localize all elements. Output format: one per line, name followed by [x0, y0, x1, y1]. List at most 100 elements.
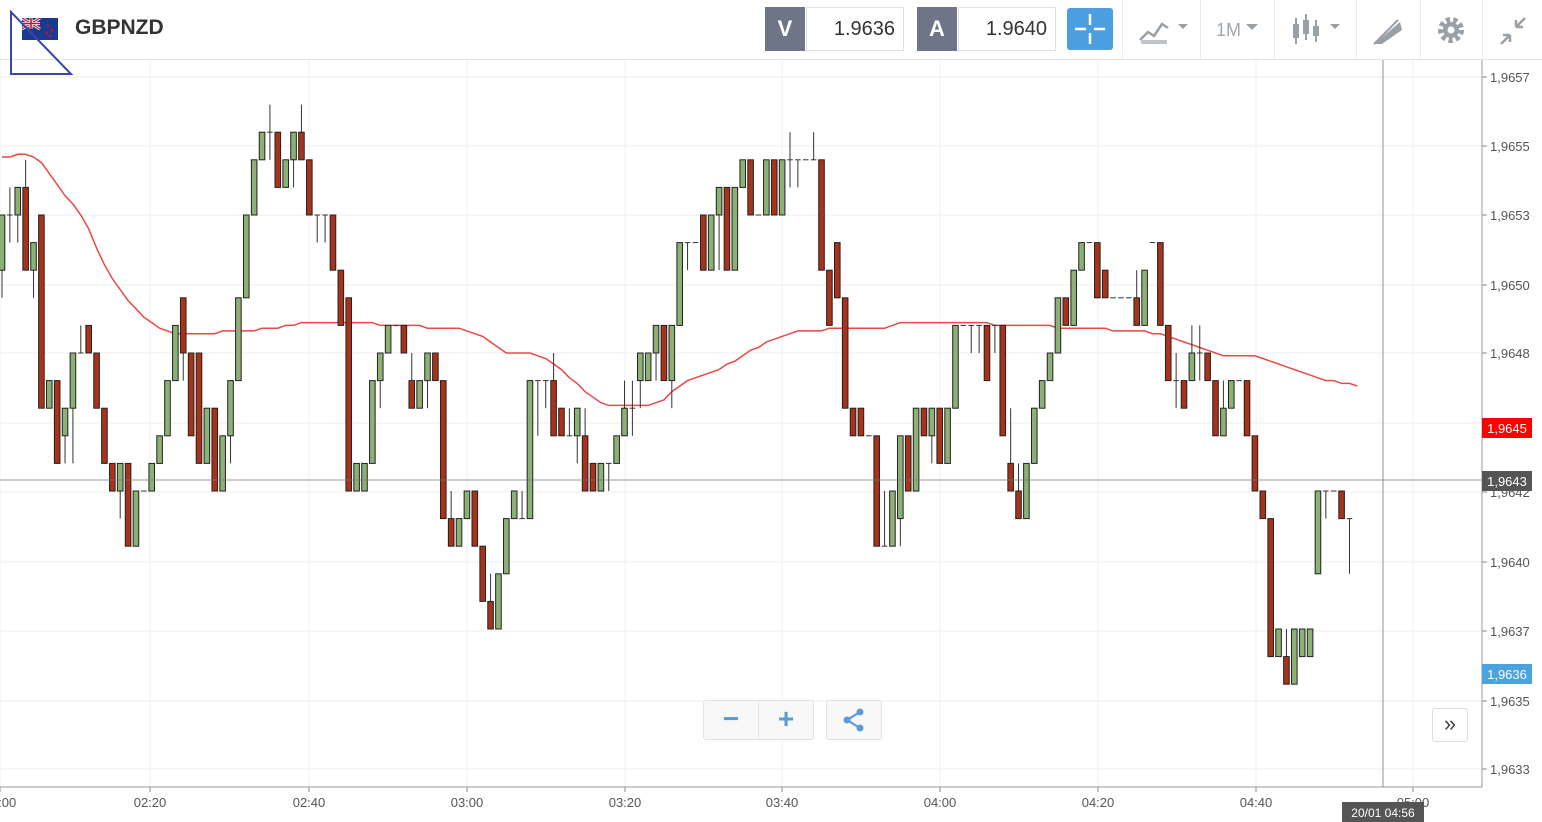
candle-body	[920, 407, 928, 437]
candle	[337, 269, 345, 326]
candle-body	[857, 407, 865, 437]
candle-body	[1023, 462, 1030, 520]
candle	[652, 324, 660, 381]
candle-body	[61, 407, 69, 437]
candle	[849, 407, 857, 437]
candle	[1259, 490, 1267, 520]
moving-average	[2, 153, 1358, 407]
candle-body	[1259, 490, 1267, 520]
candle-body	[1283, 656, 1290, 685]
y-tick-label: 1,9653	[1490, 208, 1530, 223]
candle-body	[1070, 269, 1077, 326]
candle	[479, 545, 486, 602]
candle	[526, 380, 534, 520]
candlestick-icon	[1293, 14, 1340, 44]
candle-body	[353, 462, 360, 492]
candle	[85, 324, 92, 354]
zoom-out-button[interactable]: −	[703, 700, 759, 740]
settings-button[interactable]	[1435, 10, 1467, 50]
candle	[581, 408, 589, 492]
timeframe-label: 1M	[1216, 20, 1242, 40]
candle-body	[361, 462, 368, 492]
x-tick-label: 03:20	[609, 795, 642, 810]
candle-body	[550, 380, 557, 437]
candle-body	[242, 214, 250, 299]
drawing-tools-button[interactable]	[1372, 10, 1404, 50]
candle	[408, 353, 416, 409]
ma-price-tag-bg	[1482, 418, 1532, 438]
sell-price[interactable]: 1.9636	[806, 7, 904, 51]
x-tick-label: 03:00	[451, 795, 484, 810]
candle-body	[944, 407, 951, 464]
candle-body	[1314, 490, 1322, 575]
share-button[interactable]	[826, 700, 882, 740]
candle-body	[329, 214, 337, 271]
candle-body	[447, 518, 455, 547]
candle	[495, 573, 502, 630]
candle	[897, 435, 904, 547]
candle-body	[203, 407, 211, 464]
candle-body	[156, 435, 163, 464]
candle-body	[14, 186, 22, 216]
candle-body	[1164, 324, 1172, 382]
candle	[93, 352, 100, 409]
candle	[904, 435, 912, 492]
chart-type-button[interactable]	[1138, 10, 1194, 50]
candle-body	[274, 131, 282, 188]
candle-body	[1141, 269, 1148, 326]
candle-body	[1030, 407, 1038, 464]
buy-price[interactable]: 1.9640	[958, 7, 1056, 51]
candles	[0, 104, 1353, 685]
candle-body	[873, 435, 880, 547]
candle-body	[22, 186, 29, 271]
crosshair-price-tag-text: 1,9643	[1487, 474, 1527, 489]
crosshair-button[interactable]	[1067, 8, 1113, 50]
buy-label[interactable]: A	[917, 7, 957, 51]
candle-body	[581, 435, 589, 492]
candle	[471, 490, 479, 547]
candle	[353, 462, 360, 492]
gear-icon	[1438, 17, 1464, 43]
ma-price-tag-text: 1,9645	[1487, 421, 1527, 436]
candle	[833, 242, 841, 299]
candle	[1323, 490, 1329, 519]
candle	[30, 242, 37, 298]
candle	[14, 186, 22, 243]
candles-button[interactable]	[1290, 10, 1346, 50]
candle-body	[290, 131, 297, 161]
candle-body	[731, 186, 739, 271]
candle	[376, 352, 384, 409]
candle	[322, 214, 328, 243]
candle	[1070, 269, 1077, 326]
drawing-triangle[interactable]	[8, 8, 74, 78]
zoom-in-button[interactable]: +	[758, 700, 814, 740]
timeframe-button[interactable]: 1M	[1216, 10, 1259, 50]
candle	[78, 325, 84, 354]
candle	[1046, 352, 1054, 382]
grid	[0, 60, 1482, 787]
y-tick-label: 1,9650	[1490, 278, 1530, 293]
candle	[1306, 628, 1314, 658]
scroll-to-end-button[interactable]: »	[1432, 708, 1468, 742]
candle-body	[45, 380, 53, 409]
candle	[274, 131, 282, 188]
candle	[53, 380, 61, 464]
x-tick-label: 02:00	[0, 795, 16, 810]
candle	[1243, 380, 1251, 437]
candle	[1101, 269, 1109, 299]
candle-body	[558, 407, 565, 437]
candle	[770, 159, 778, 216]
candle	[250, 159, 258, 216]
candle	[589, 462, 597, 492]
candle	[1227, 380, 1235, 409]
candle-body	[1078, 242, 1085, 271]
sell-label[interactable]: V	[765, 7, 805, 51]
candle	[747, 159, 754, 216]
collapse-button[interactable]	[1497, 10, 1529, 50]
candle-body	[1038, 380, 1046, 409]
candle	[1204, 352, 1211, 382]
candle-body	[983, 324, 991, 382]
candle-body	[487, 600, 494, 630]
candle-body	[455, 518, 463, 547]
